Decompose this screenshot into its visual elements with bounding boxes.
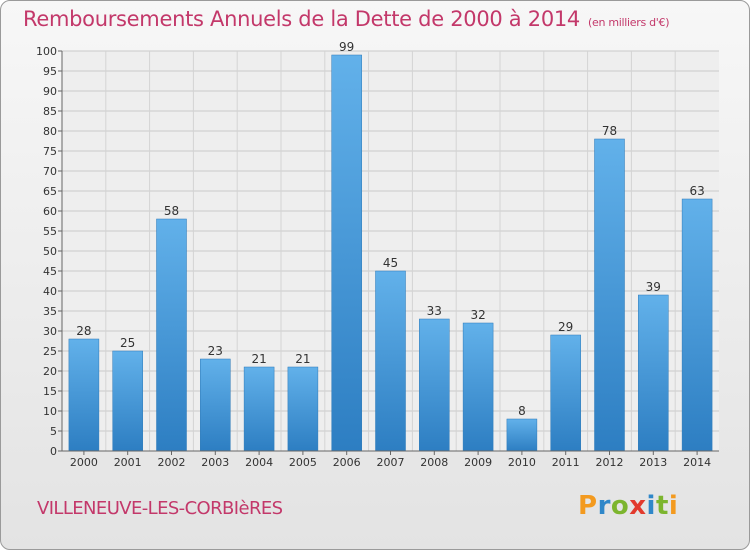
bar <box>156 218 187 452</box>
bar <box>419 318 450 452</box>
chart-title-text: Remboursements Annuels de la Dette de 20… <box>23 7 580 31</box>
chart-unit-note: (en milliers d'€) <box>588 16 670 29</box>
bar <box>287 366 319 452</box>
y-tick-label: 95 <box>43 65 57 78</box>
bar <box>594 138 625 452</box>
bar-value-label: 8 <box>518 404 526 418</box>
x-tick-label: 2002 <box>158 456 186 469</box>
bar <box>200 358 231 452</box>
x-tick-label: 2003 <box>201 456 229 469</box>
x-tick-label: 2013 <box>639 456 667 469</box>
y-tick-label: 85 <box>43 105 57 118</box>
y-tick-label: 15 <box>43 385 57 398</box>
logo-letter: i <box>646 491 656 521</box>
bar <box>550 334 581 452</box>
proxiti-logo: Proxiti <box>578 491 678 521</box>
x-tick-label: 2004 <box>245 456 273 469</box>
logo-letter: o <box>610 491 630 521</box>
logo-letter: P <box>578 491 598 521</box>
data-labels: 28 25 58 23 21 21 99 45 33 32 8 29 78 39 63 <box>76 40 704 418</box>
y-tick-label: 60 <box>43 205 57 218</box>
logo-letter: r <box>597 491 611 521</box>
bar-value-label: 21 <box>295 352 310 366</box>
y-tick-label: 40 <box>43 285 57 298</box>
bar-value-label: 99 <box>339 40 354 54</box>
y-tick-label: 0 <box>50 445 57 458</box>
bar-value-label: 23 <box>208 344 223 358</box>
y-tick-label: 80 <box>43 125 57 138</box>
bar-value-label: 39 <box>646 280 661 294</box>
bar <box>112 350 143 452</box>
commune-name: VILLENEUVE-LES-CORBIèRES <box>37 498 283 519</box>
bar-value-label: 78 <box>602 124 617 138</box>
x-tick-label: 2007 <box>377 456 405 469</box>
bars <box>68 54 713 452</box>
bar-value-label: 33 <box>427 304 442 318</box>
y-tick-label: 10 <box>43 405 57 418</box>
axes: 0 5 10 15 20 25 30 35 40 45 50 55 60 65 70 75 80 85 90 95 10… <box>36 45 719 469</box>
x-tick-label: 2014 <box>683 456 711 469</box>
bar-value-label: 58 <box>164 204 179 218</box>
x-tick-label: 2012 <box>596 456 624 469</box>
bar-value-label: 45 <box>383 256 398 270</box>
logo-letter: i <box>668 491 679 521</box>
chart-title: Remboursements Annuels de la Dette de 20… <box>23 7 669 31</box>
y-tick-label: 55 <box>43 225 57 238</box>
bar-value-label: 28 <box>76 324 91 338</box>
x-tick-label: 2011 <box>552 456 580 469</box>
x-tick-label: 2005 <box>289 456 317 469</box>
bar-value-label: 29 <box>558 320 573 334</box>
bar <box>506 418 538 452</box>
logo-letter: t <box>655 491 669 521</box>
bar-value-label: 63 <box>689 184 704 198</box>
x-tick-label: 2008 <box>420 456 448 469</box>
x-tick-label: 2010 <box>508 456 536 469</box>
y-tick-label: 65 <box>43 185 57 198</box>
y-tick-label: 5 <box>50 425 57 438</box>
bar <box>331 54 362 452</box>
logo-letter: x <box>629 491 647 521</box>
y-tick-label: 35 <box>43 305 57 318</box>
y-tick-label: 75 <box>43 145 57 158</box>
y-tick-label: 20 <box>43 365 57 378</box>
x-tick-label: 2001 <box>114 456 142 469</box>
bar <box>638 294 669 452</box>
x-tick-label: 2000 <box>70 456 98 469</box>
bar <box>68 338 100 452</box>
y-tick-label: 30 <box>43 325 57 338</box>
bar-value-label: 32 <box>470 308 485 322</box>
y-tick-label: 45 <box>43 265 57 278</box>
bar <box>243 366 275 452</box>
y-tick-label: 70 <box>43 165 57 178</box>
bar <box>462 322 494 452</box>
y-tick-label: 50 <box>43 245 57 258</box>
x-tick-label: 2006 <box>333 456 361 469</box>
bar-value-label: 21 <box>251 352 266 366</box>
bar-value-label: 25 <box>120 336 135 350</box>
y-tick-label: 100 <box>36 45 57 58</box>
y-tick-label: 25 <box>43 345 57 358</box>
bar <box>681 198 713 452</box>
x-tick-label: 2009 <box>464 456 492 469</box>
y-tick-label: 90 <box>43 85 57 98</box>
bar <box>375 270 406 452</box>
